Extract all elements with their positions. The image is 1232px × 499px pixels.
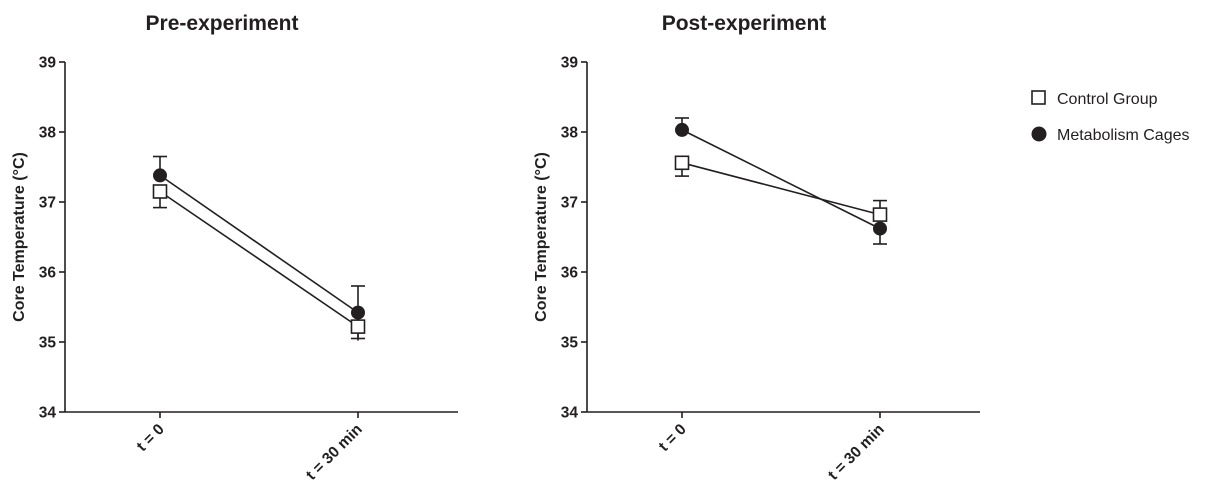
y-tick-label: 38 xyxy=(561,125,579,142)
series-line-metabolism-cages xyxy=(681,129,881,230)
series-line-metabolism-cages xyxy=(159,174,359,314)
data-point-control-group xyxy=(674,155,690,171)
series-line-control-group xyxy=(159,190,359,328)
y-axis-label: Core Temperature (°C) xyxy=(11,152,28,322)
chart-panel-post-experiment: Post-experiment Core Temperature (°C) 34 35… xyxy=(533,12,980,484)
data-point-metabolism-cages xyxy=(153,168,167,183)
data-point-metabolism-cages xyxy=(675,122,689,137)
y-tick-label: 35 xyxy=(39,335,57,352)
data-point-metabolism-cages xyxy=(873,221,887,236)
y-tick-label: 35 xyxy=(561,335,579,352)
chart-panel-pre-experiment: Pre-experiment Core Temperature (°C) 34 35 3… xyxy=(11,12,458,484)
legend-marker-filled-circle xyxy=(1031,126,1047,142)
y-tick-label: 34 xyxy=(561,405,579,422)
series-line-control-group xyxy=(681,162,881,216)
y-tick-label: 38 xyxy=(39,125,57,142)
y-tick-label: 39 xyxy=(561,55,579,72)
x-tick-label: t = 30 min xyxy=(303,421,366,484)
y-tick-label: 36 xyxy=(39,265,57,282)
chart-title: Pre-experiment xyxy=(146,12,299,35)
data-point-metabolism-cages xyxy=(351,305,365,320)
data-point-control-group xyxy=(152,184,168,199)
x-tick-label: t = 0 xyxy=(134,421,168,455)
legend: Control Group Metabolism Cages xyxy=(1031,90,1190,144)
y-axis-label: Core Temperature (°C) xyxy=(533,152,550,322)
y-tick-label: 36 xyxy=(561,265,579,282)
y-tick-label: 37 xyxy=(39,195,56,212)
x-tick-label: t = 0 xyxy=(656,421,690,455)
y-tick-label: 37 xyxy=(561,195,578,212)
data-point-control-group xyxy=(872,207,888,222)
data-point-control-group xyxy=(350,319,366,334)
legend-label-control-group: Control Group xyxy=(1057,91,1158,108)
y-tick-label: 34 xyxy=(39,405,57,422)
legend-label-metabolism-cages: Metabolism Cages xyxy=(1057,127,1190,144)
legend-marker-open-square xyxy=(1031,90,1046,105)
chart-title: Post-experiment xyxy=(662,12,827,35)
y-tick-label: 39 xyxy=(39,55,57,72)
x-tick-label: t = 30 min xyxy=(825,421,888,484)
